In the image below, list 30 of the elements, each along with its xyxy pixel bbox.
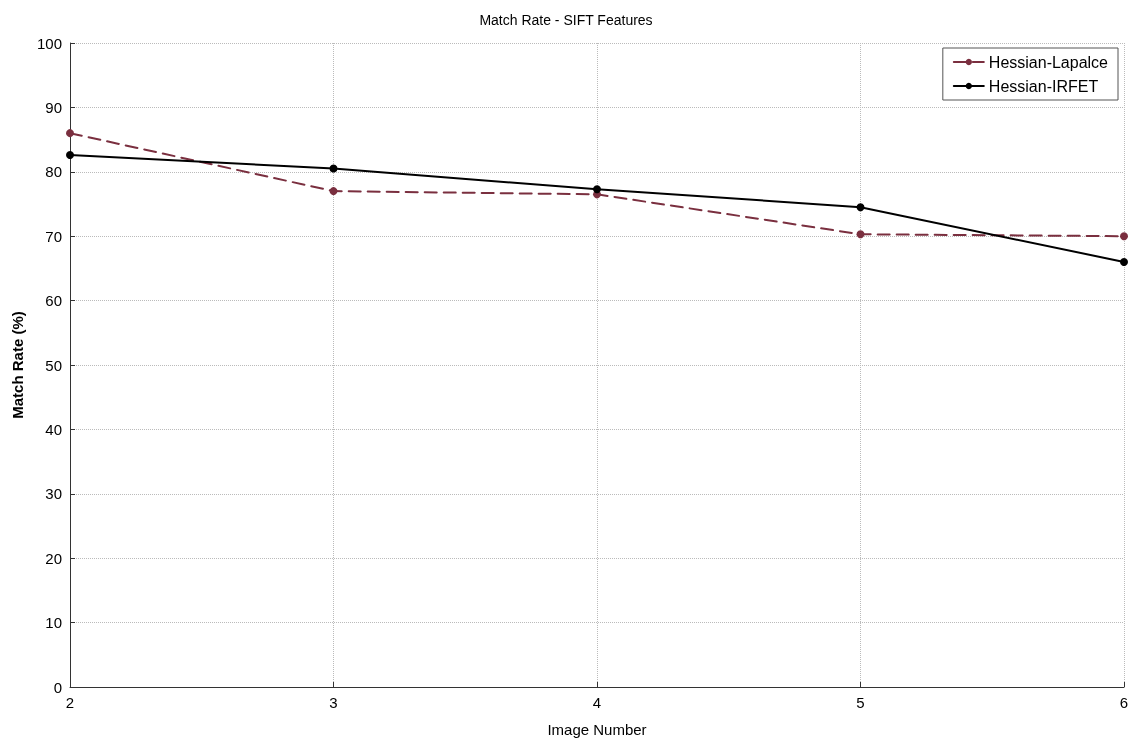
- point: [329, 187, 338, 196]
- x-tick-label: 2: [65, 694, 75, 711]
- y-axis-title: Match Rate (%): [9, 311, 26, 419]
- x-axis-title: Image Number: [547, 721, 647, 738]
- y-tick-label: 100: [36, 34, 62, 52]
- point: [66, 129, 74, 138]
- y-tick-label: 90: [45, 98, 62, 116]
- point: [1120, 232, 1128, 241]
- y-tick-label: 60: [45, 292, 62, 310]
- y-tick-label: 30: [45, 485, 62, 503]
- x-tick-label: 6: [1119, 694, 1129, 711]
- y-tick-label: 80: [45, 163, 62, 181]
- point: [856, 203, 865, 212]
- legend-label: Hessian-Lapalce: [988, 53, 1109, 71]
- x-tick-label: 4: [592, 694, 602, 711]
- point: [593, 185, 601, 194]
- chart-title: Match Rate - SIFT Features: [479, 12, 653, 28]
- point: [1120, 257, 1128, 266]
- y-tick-label: 10: [45, 614, 62, 632]
- point: [856, 230, 865, 239]
- y-tick-label: 70: [45, 227, 62, 245]
- point: [66, 151, 74, 160]
- y-tick-label: 20: [45, 549, 62, 567]
- legend-label: Hessian-IRFET: [988, 77, 1099, 95]
- point: [329, 164, 338, 173]
- x-tick-label: 3: [329, 694, 338, 711]
- y-tick-label: 0: [53, 678, 62, 696]
- y-tick-label: 40: [45, 420, 62, 438]
- x-tick-label: 5: [856, 694, 865, 711]
- y-tick-label: 50: [45, 356, 62, 374]
